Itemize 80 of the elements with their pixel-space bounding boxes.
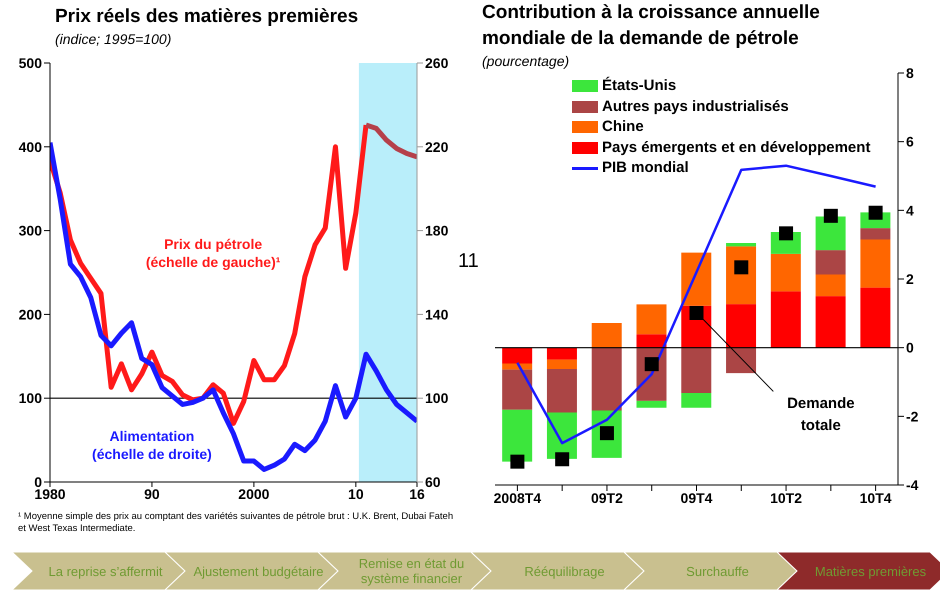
y-tick-label: 0 [34,474,42,490]
category-label: Ajustement budgétaire [192,562,325,581]
bar [592,348,622,410]
x-tick-label: 09T4 [680,490,713,506]
bar [636,400,666,408]
point [644,357,659,372]
bar [681,392,712,408]
bar [860,288,890,348]
bar [546,348,577,360]
x-tick-label: 09T2 [590,490,624,506]
point [734,260,748,274]
bar [502,348,532,364]
y-tick-label: 6 [906,134,914,150]
y-tick-label: 200 [18,306,42,322]
bar [816,274,846,296]
y-tick-label: 4 [906,202,914,218]
y-tick-label: 500 [18,54,42,71]
legend-label: Autres pays industrialisés [602,96,789,116]
bar [681,252,712,306]
category-label: La reprise s’affermit [48,562,164,581]
legend-label: États-Unis [602,76,676,96]
x-tick-label: 10T2 [770,490,802,506]
y-tick-label: 300 [18,222,42,239]
legend-label: Pays émergents et en développement [602,138,870,158]
y2-tick-label: 140 [425,306,449,322]
bar [502,370,532,410]
x-tick-label: 10T4 [860,490,892,506]
y-tick-label: -4 [906,476,919,493]
bar [546,360,577,369]
bar [546,368,577,413]
y2-tick-label: 180 [425,222,449,239]
bar [681,348,712,393]
y-tick-label: -2 [906,408,919,424]
series-label: Alimentation (échelle de droite) [91,426,213,463]
legend-label: Chine [602,117,644,137]
bar [726,348,756,374]
bar [770,254,801,292]
chart-title: Contribution à la croissance annuelle mondiale de la demande de pétrole [482,1,821,51]
category-label: Remise en état du système financier [358,555,466,588]
y2-tick-label: 60 [425,474,441,490]
bar [726,242,756,246]
bar [770,291,801,348]
bar [636,304,666,334]
x-tick-label: 10 [348,486,364,502]
bar [502,410,532,462]
legend-label: PIB mondial [602,158,689,178]
y-tick-label: 0 [906,340,914,356]
y-tick-label: 100 [18,390,42,406]
text: ¹ Moyenne simple des prix au comptant des variétés suivantes de pétrole brut : U.K. Brent, Dubai Fateh et West Texas Intermediate. [18,511,454,535]
category-label: Matières premières [814,562,928,581]
y-tick-label: 400 [18,138,42,155]
x-tick-label: 90 [144,486,160,502]
chart-subtitle: (pourcentage) [482,53,570,69]
bar [816,296,846,348]
y-tick-label: 2 [906,270,914,287]
bar [816,216,846,250]
point [690,306,704,320]
bar [592,322,622,348]
category-label: Rééquilibrage [523,562,606,581]
x-tick-label: 2008T4 [494,490,542,506]
bar [816,250,846,275]
point [555,452,570,466]
bar [860,228,890,240]
y2-tick-label: 220 [425,138,449,155]
point [510,454,524,469]
x-tick-label: 16 [409,486,425,502]
point [824,208,838,223]
x-tick-label: 2000 [238,486,270,502]
bar [726,304,756,348]
point [779,226,794,240]
chart-title: Prix réels des matières premières [55,5,360,29]
y2-tick-label: 100 [425,390,449,406]
y-tick-label: 8 [906,64,914,81]
y2-tick-label: 260 [425,54,449,71]
chart-subtitle: (indice; 1995=100) [55,31,172,47]
text: Demande totale [786,394,856,436]
point [868,206,883,220]
bar [860,240,890,288]
series-label: Prix du pétrole (échelle de gauche)¹ [144,234,282,271]
text: 11 [458,250,479,273]
